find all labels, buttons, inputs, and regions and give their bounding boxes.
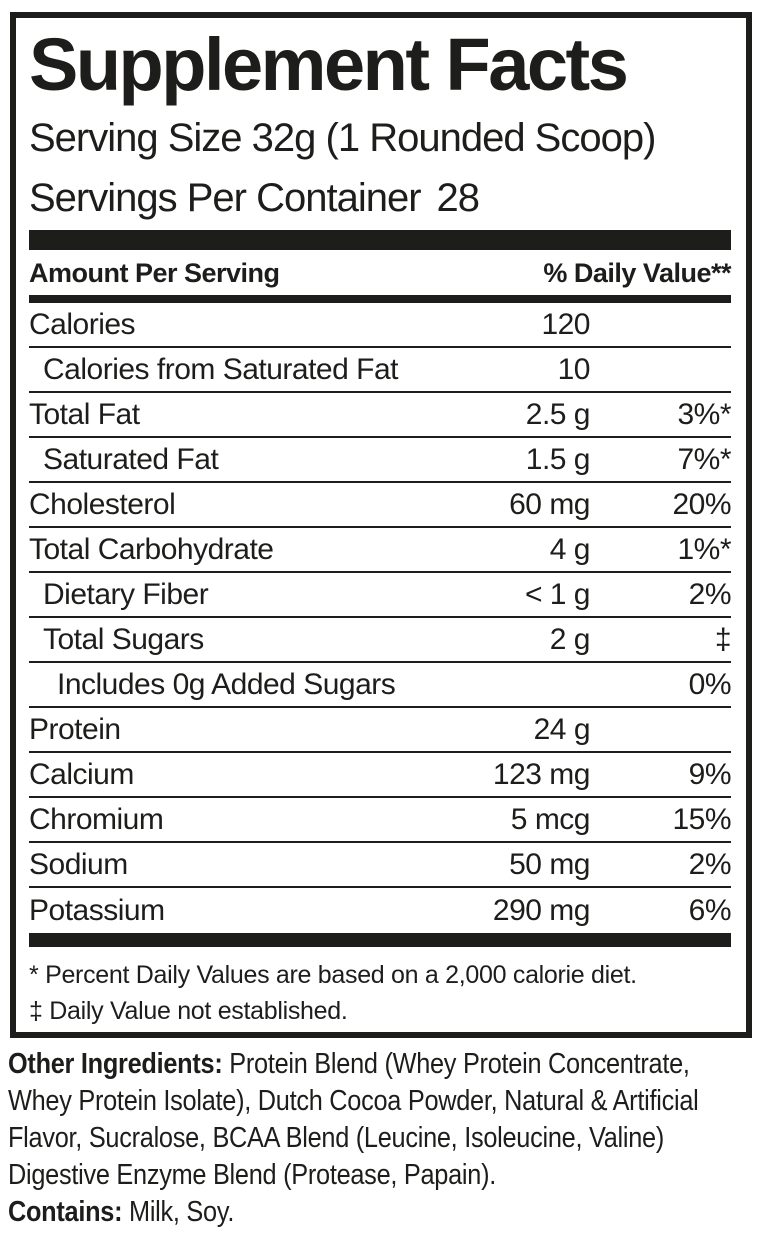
nutrient-daily-value: 7%* [677,442,731,476]
servings-per-container-label: Servings Per Container [29,176,422,220]
contains-line: Contains: Milk, Soy. [8,1194,754,1231]
nutrient-name: Sodium [29,847,128,881]
nutrient-amount: 5 mcg [510,802,591,836]
nutrient-amount: < 1 g [524,577,591,611]
label-title: Supplement Facts [29,23,629,106]
table-row: Calories from Saturated Fat 10 [29,348,731,393]
nutrient-amount: 50 mg [509,847,590,881]
nutrient-daily-value: 15% [672,802,731,836]
nutrient-daily-value: 20% [672,487,731,521]
table-row: Total Carbohydrate 4 g 1%* [29,528,732,573]
table-row: Dietary Fiber < 1 g 2% [29,573,732,618]
other-ingredients-label: Other Ingredients: [8,1048,223,1080]
contains-label: Contains: [8,1196,123,1228]
nutrient-name: Saturated Fat [43,442,219,476]
nutrient-name: Calories [29,307,136,341]
contains-text: Milk, Soy. [122,1196,235,1228]
table-row: Cholesterol 60 mg 20% [29,483,732,528]
nutrient-table: Calories 120 Calories from Saturated Fat 10… [29,303,732,933]
table-row: Potassium 290 mg 6% [29,888,732,933]
amount-per-serving-header: Amount Per Serving [29,258,280,288]
ingredients-section: Other Ingredients: Protein Blend (Whey P… [8,1046,754,1231]
nutrient-daily-value: 6% [688,893,732,927]
nutrient-daily-value: 0% [688,667,732,701]
table-row: Calcium 123 mg 9% [29,753,732,798]
nutrient-amount: 24 g [533,712,591,746]
nutrient-amount: 2.5 g [525,397,591,431]
supplement-facts-panel: Supplement Facts Serving Size 32g (1 Rou… [10,12,752,1038]
nutrient-name: Total Carbohydrate [29,532,274,566]
divider-bar-thick-top [29,230,731,250]
nutrient-amount: 290 mg [492,893,591,927]
nutrient-daily-value: 2% [688,577,732,611]
other-ingredients-text: Protein Blend (Whey Protein Concentrate,… [8,1048,699,1191]
footnote: ‡ Daily Value not established. [29,997,348,1025]
nutrient-name: Includes 0g Added Sugars [57,667,396,701]
other-ingredients-paragraph: Other Ingredients: Protein Blend (Whey P… [8,1046,754,1194]
table-header-row: Amount Per Serving % Daily Value** [29,250,731,295]
table-row: Saturated Fat 1.5 g 7%* [29,438,732,483]
table-row: Includes 0g Added Sugars 0% [29,663,732,708]
divider-bar-medium [29,295,731,303]
table-row: Chromium 5 mcg 15% [29,798,732,843]
nutrient-name: Dietary Fiber [43,577,209,611]
nutrient-amount: 4 g [549,532,591,566]
nutrient-name: Total Sugars [43,622,204,656]
daily-value-header: % Daily Value** [543,258,731,288]
nutrient-amount: 123 mg [492,757,591,791]
nutrient-name: Total Fat [29,397,140,431]
nutrient-name: Calories from Saturated Fat [43,352,398,386]
table-row: Total Fat 2.5 g 3%* [29,393,732,438]
nutrient-name: Chromium [29,802,164,836]
nutrient-name: Potassium [29,893,165,927]
nutrient-name: Protein [29,712,121,746]
footnote: * Percent Daily Values are based on a 2,… [29,961,637,989]
nutrient-daily-value: 2% [688,847,732,881]
table-row: Calories 120 [29,303,731,348]
servings-per-container-value: 28 [436,176,480,220]
nutrient-daily-value: 3%* [677,397,731,431]
nutrient-amount: 10 [557,352,591,386]
nutrient-daily-value: 9% [688,757,732,791]
table-row: Total Sugars 2 g ‡ [29,618,732,663]
nutrient-amount: 120 [541,307,590,341]
nutrient-amount: 1.5 g [525,442,591,476]
nutrient-daily-value: ‡ [714,622,732,656]
nutrient-name: Calcium [29,757,134,791]
servings-per-container-line: Servings Per Container 28 [29,176,731,220]
nutrient-amount: 2 g [549,622,591,656]
nutrient-daily-value: 1%* [677,532,731,566]
divider-bar-thick-bottom [29,933,731,947]
serving-size-line: Serving Size 32g (1 Rounded Scoop) [29,116,656,160]
nutrient-amount: 60 mg [509,487,590,521]
table-row: Protein 24 g [29,708,731,753]
table-row: Sodium 50 mg 2% [29,843,732,888]
nutrient-name: Cholesterol [29,487,176,521]
footnotes-block: * Percent Daily Values are based on a 2,… [29,947,731,1029]
